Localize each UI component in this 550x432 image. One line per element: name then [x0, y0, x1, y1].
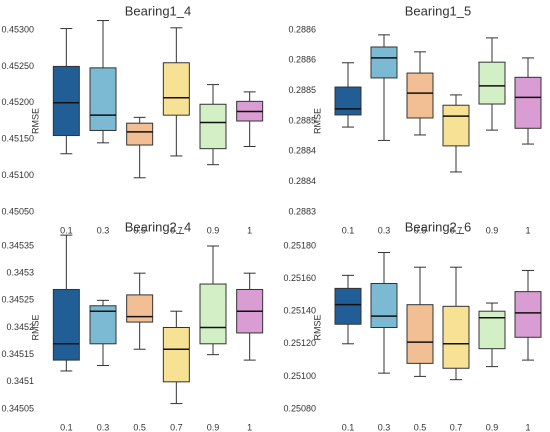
y-tick-label: 0.25160	[283, 273, 316, 283]
x-tick-label: 0.9	[486, 225, 499, 235]
y-tick-label: 0.3452	[6, 322, 34, 332]
x-tick-label: 1	[525, 422, 530, 432]
x-tick-label: 0.3	[97, 225, 110, 235]
box	[514, 76, 542, 129]
x-tick-label: 0.3	[97, 422, 110, 432]
box	[162, 62, 190, 116]
x-tick-label: 0.3	[378, 422, 391, 432]
x-tick-label: 0.3	[378, 225, 391, 235]
y-axis-label: RMSE	[30, 108, 40, 134]
box	[199, 103, 227, 150]
y-tick-label: 0.25100	[283, 371, 316, 381]
chart-title: Bearing2_6	[405, 219, 472, 234]
x-tick-label: 0.5	[133, 422, 146, 432]
y-tick-label: 0.2885	[288, 85, 316, 95]
y-tick-label: 0.45150	[1, 134, 34, 144]
y-tick-label: 0.45250	[1, 61, 34, 71]
box	[406, 304, 434, 364]
y-tick-label: 0.25120	[283, 338, 316, 348]
y-tick-label: 0.3451	[6, 376, 34, 386]
y-tick-label: 0.45100	[1, 170, 34, 180]
box	[89, 305, 117, 345]
y-tick-label: 0.45200	[1, 97, 34, 107]
y-tick-label: 0.2885	[288, 115, 316, 125]
box	[89, 67, 117, 131]
x-tick-label: 0.1	[60, 422, 73, 432]
x-tick-label: 0.1	[60, 225, 73, 235]
y-tick-label: 0.25140	[283, 306, 316, 316]
x-tick-label: 1	[525, 225, 530, 235]
box	[199, 283, 227, 345]
y-tick-label: 0.34535	[1, 240, 34, 250]
y-tick-label: 0.45050	[1, 206, 34, 216]
box	[442, 305, 470, 369]
x-tick-label: 0.9	[207, 225, 220, 235]
y-axis-label: RMSE	[30, 314, 40, 340]
y-tick-label: 0.45300	[1, 24, 34, 34]
x-tick-label: 0.9	[486, 422, 499, 432]
y-tick-label: 0.34515	[1, 349, 34, 359]
chart-title: Bearing1_4	[125, 3, 192, 18]
x-tick-label: 0.9	[207, 422, 220, 432]
y-tick-label: 0.25080	[283, 403, 316, 413]
y-axis-label: RMSE	[312, 108, 322, 134]
box	[126, 294, 154, 323]
box	[478, 61, 506, 105]
x-tick-label: 1	[247, 225, 252, 235]
box	[370, 46, 398, 79]
box	[126, 122, 154, 146]
y-tick-label: 0.34505	[1, 403, 34, 413]
chart-title: Bearing1_5	[405, 3, 472, 18]
box	[370, 282, 398, 328]
x-tick-label: 1	[247, 422, 252, 432]
box	[406, 72, 434, 119]
x-tick-label: 0.5	[414, 225, 427, 235]
y-tick-label: 0.25180	[283, 240, 316, 250]
y-axis-label: RMSE	[312, 314, 322, 340]
x-tick-label: 0.1	[342, 225, 355, 235]
chart-title: Bearing2_4	[125, 219, 192, 234]
y-tick-label: 0.2884	[288, 146, 316, 156]
x-tick-label: 0.7	[450, 422, 463, 432]
y-tick-label: 0.2886	[288, 24, 316, 34]
box	[52, 288, 80, 361]
x-tick-label: 0.7	[170, 422, 183, 432]
x-tick-label: 0.7	[450, 225, 463, 235]
y-tick-label: 0.2886	[288, 55, 316, 65]
box	[334, 86, 362, 116]
y-tick-label: 0.2884	[288, 176, 316, 186]
x-tick-label: 0.5	[133, 225, 146, 235]
y-tick-label: 0.34525	[1, 295, 34, 305]
x-tick-label: 0.5	[414, 422, 427, 432]
box	[478, 310, 506, 350]
y-tick-label: 0.3453	[6, 268, 34, 278]
box	[514, 291, 542, 338]
box	[334, 287, 362, 325]
x-tick-label: 0.7	[170, 225, 183, 235]
box	[52, 65, 80, 137]
x-tick-label: 0.1	[342, 422, 355, 432]
box	[442, 104, 470, 147]
y-tick-label: 0.2883	[288, 206, 316, 216]
box	[162, 327, 190, 383]
